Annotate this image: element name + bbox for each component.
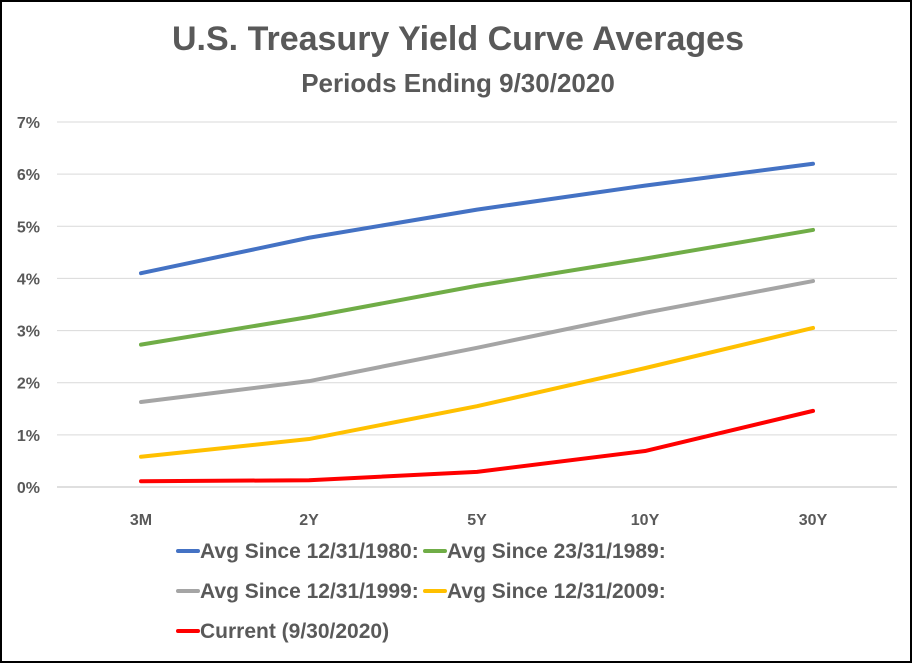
x-tick-label: 10Y bbox=[631, 512, 660, 529]
x-tick-label: 5Y bbox=[467, 512, 487, 529]
y-tick-label: 1% bbox=[17, 428, 40, 445]
series-line bbox=[139, 325, 815, 459]
x-tick-label: 2Y bbox=[299, 512, 319, 529]
y-tick-label: 7% bbox=[17, 115, 40, 132]
y-tick-label: 6% bbox=[17, 167, 40, 184]
legend-label: Avg Since 23/31/1989: bbox=[447, 540, 666, 563]
chart-subtitle: Periods Ending 9/30/2020 bbox=[301, 68, 615, 98]
y-tick-label: 2% bbox=[17, 376, 40, 393]
legend-label: Avg Since 12/31/1980: bbox=[200, 540, 419, 563]
series-line bbox=[139, 279, 815, 405]
x-tick-label: 3M bbox=[130, 512, 152, 529]
x-tick-label: 30Y bbox=[799, 512, 828, 529]
y-tick-label: 0% bbox=[17, 480, 40, 497]
y-tick-label: 4% bbox=[17, 271, 40, 288]
series-line bbox=[139, 408, 815, 484]
series-line bbox=[139, 161, 815, 276]
legend-label: Current (9/30/2020) bbox=[200, 620, 389, 643]
series-line bbox=[139, 227, 815, 347]
y-tick-label: 5% bbox=[17, 219, 40, 236]
legend-label: Avg Since 12/31/1999: bbox=[200, 580, 419, 603]
y-tick-label: 3% bbox=[17, 324, 40, 341]
chart-title: U.S. Treasury Yield Curve Averages bbox=[172, 20, 744, 58]
legend-label: Avg Since 12/31/2009: bbox=[447, 580, 666, 603]
